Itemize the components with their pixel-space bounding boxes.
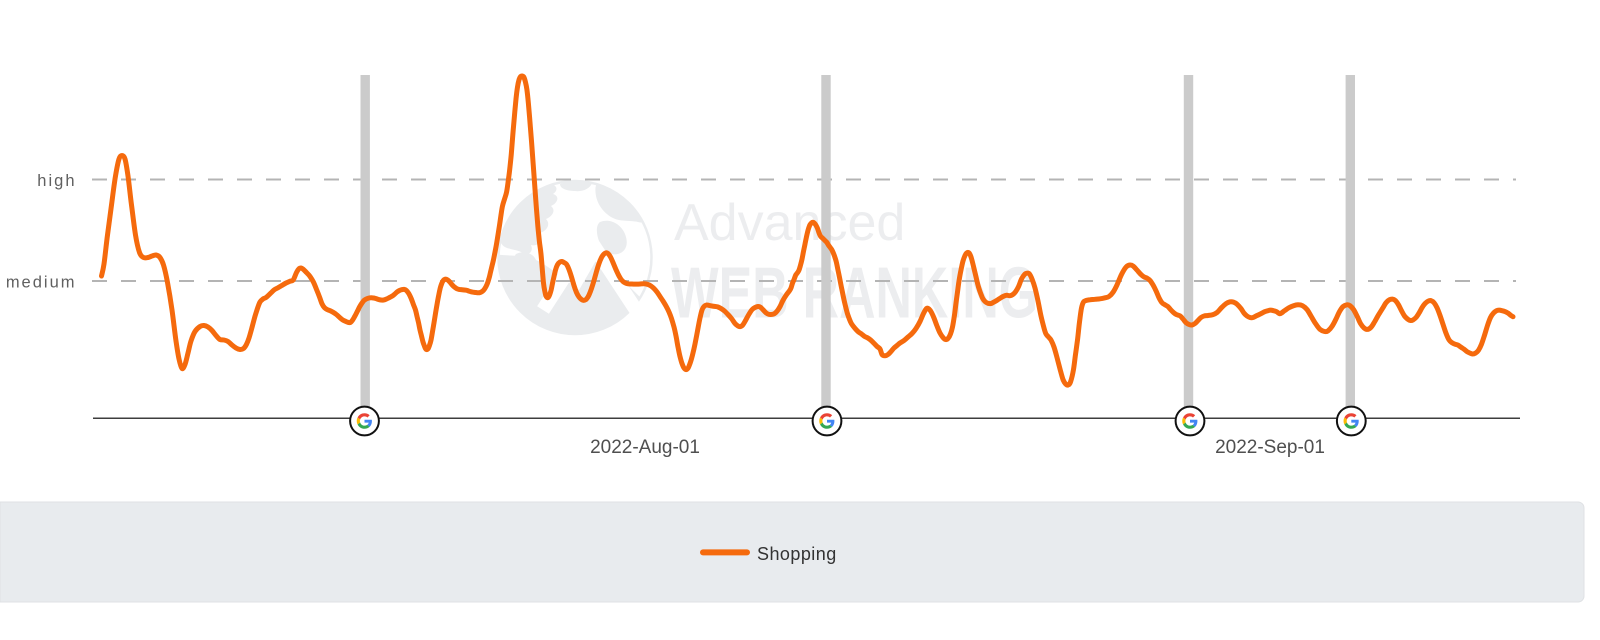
svg-text:2022-Sep-01: 2022-Sep-01 bbox=[1215, 437, 1325, 458]
svg-text:Shopping: Shopping bbox=[757, 544, 837, 564]
svg-text:Advanced: Advanced bbox=[674, 194, 905, 252]
svg-text:medium: medium bbox=[6, 274, 77, 292]
svg-text:2022-Aug-01: 2022-Aug-01 bbox=[590, 437, 700, 458]
svg-text:high: high bbox=[37, 172, 76, 190]
